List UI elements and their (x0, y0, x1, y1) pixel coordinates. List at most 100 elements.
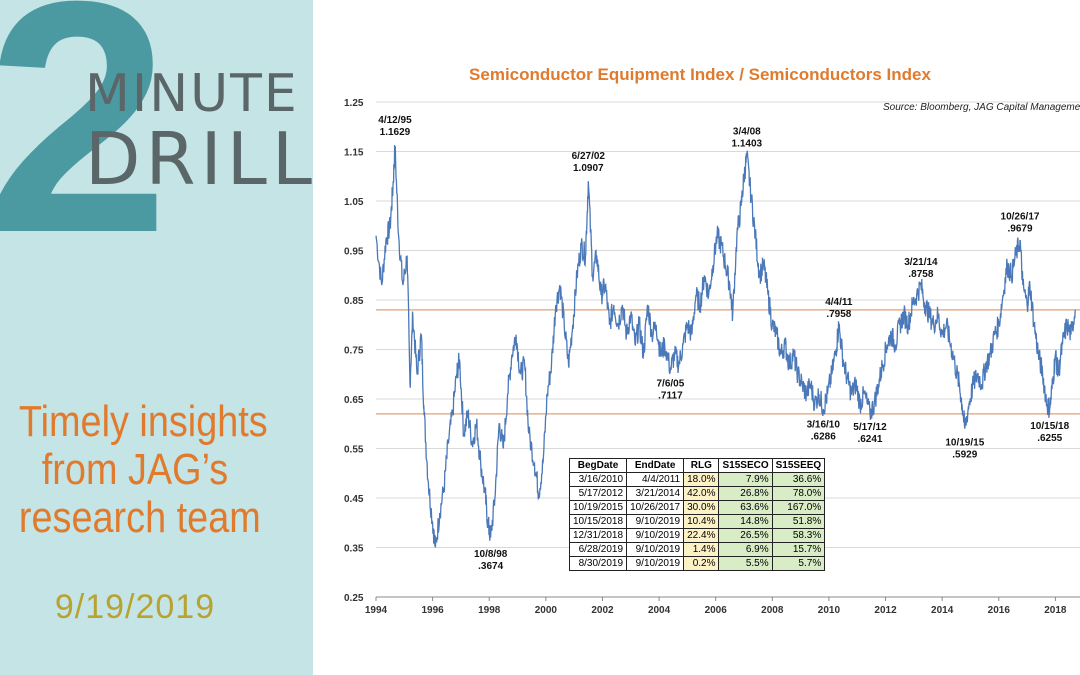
chart-title: Semiconductor Equipment Index / Semicond… (469, 65, 931, 84)
x-tick-label: 2006 (705, 605, 728, 616)
table-cell: 5.5% (718, 556, 773, 571)
annotation-date: 10/8/98 (474, 549, 508, 560)
annotation-value: .3674 (478, 561, 503, 572)
y-tick-label: 0.45 (344, 494, 364, 505)
table-cell: 58.3% (771, 528, 826, 543)
y-tick-label: 1.25 (344, 98, 364, 109)
annotation-value: 1.1629 (380, 127, 411, 138)
table-cell: 167.0% (771, 500, 826, 515)
table-cell: 26.8% (718, 486, 773, 501)
table-cell: 9/10/2019 (626, 542, 685, 557)
chart-plot: 0.25 0.35 0.45 0.55 0.65 0.75 0.85 0.95 1.05 1.15… (344, 98, 1080, 616)
y-tick-label: 0.65 (344, 395, 364, 406)
table-header-cell: BegDate (568, 458, 628, 473)
chart-area: Semiconductor Equipment Index / Semicond… (320, 55, 1080, 675)
table-cell: 42.0% (683, 486, 720, 501)
table-cell: 30.0% (683, 500, 720, 515)
table-row: 6/28/2019 9/10/2019 1.4% 6.9% 15.7% (568, 542, 826, 557)
annotation-date: 10/19/15 (945, 437, 984, 448)
table-cell: 18.0% (683, 472, 720, 487)
table-header-cell: S15SEEQ (771, 458, 826, 473)
y-tick-label: 0.55 (344, 445, 364, 456)
x-tick-label: 2000 (535, 605, 558, 616)
table-cell: 36.6% (771, 472, 826, 487)
chart-source: Source: Bloomberg, JAG Capital Managemen… (883, 102, 1080, 113)
table-cell: 4/4/2011 (626, 472, 685, 487)
table-cell: 3/21/2014 (626, 486, 685, 501)
table-cell: 0.2% (683, 556, 720, 571)
table-cell: 10.4% (683, 514, 720, 529)
returns-table: BegDate EndDate RLG S15SECO S15SEEQ 3/16/201… (568, 458, 826, 571)
table-cell: 22.4% (683, 528, 720, 543)
tagline: Timely insights from JAG’s research team (18, 398, 268, 542)
post-date: 9/19/2019 (54, 588, 216, 626)
table-row: 5/17/2012 3/21/2014 42.0% 26.8% 78.0% (568, 486, 826, 501)
annotation-date: 5/17/12 (853, 422, 887, 433)
annotation-date: 10/26/17 (1001, 212, 1040, 223)
table-cell: 7.9% (718, 472, 773, 487)
annotation-value: .8758 (908, 269, 933, 280)
table-row: 8/30/2019 9/10/2019 0.2% 5.5% 5.7% (568, 556, 826, 571)
annotation-value: .6286 (811, 432, 836, 443)
y-tick-label: 0.25 (344, 593, 364, 604)
annotation-date: 4/12/95 (378, 115, 412, 126)
table-header-cell: EndDate (626, 458, 685, 473)
table-cell: 9/10/2019 (626, 556, 685, 571)
table-cell: 15.7% (771, 542, 826, 557)
annotation-date: 3/16/10 (807, 420, 841, 431)
table-body: 3/16/2010 4/4/2011 18.0% 7.9% 36.6% 5/17/2012… (568, 472, 826, 571)
annotation-date: 3/21/14 (904, 257, 938, 268)
x-tick-label: 2016 (988, 605, 1011, 616)
tagline-line-2: from JAG’s (41, 445, 229, 494)
table-cell: 78.0% (771, 486, 826, 501)
x-tick-label: 2018 (1044, 605, 1067, 616)
table-cell: 26.5% (718, 528, 773, 543)
table-cell: 12/31/2018 (568, 528, 628, 543)
table-cell: 63.6% (718, 500, 773, 515)
table-cell: 8/30/2019 (568, 556, 628, 571)
annotation-date: 6/27/02 (572, 151, 606, 162)
table-cell: 5.7% (771, 556, 826, 571)
tagline-line-3: research team (18, 493, 261, 542)
x-tick-label: 1998 (478, 605, 501, 616)
table-cell: 5/17/2012 (568, 486, 628, 501)
left-branding-panel: 2 MINUTE DRILL Timely insights from JAG’… (0, 0, 313, 675)
table-header-row: BegDate EndDate RLG S15SECO S15SEEQ (568, 458, 826, 473)
table-cell: 9/10/2019 (626, 528, 685, 543)
annotation-value: .6241 (857, 434, 882, 445)
annotation-value: 1.0907 (573, 163, 604, 174)
x-tick-label: 2010 (818, 605, 841, 616)
table-cell: 10/26/2017 (626, 500, 685, 515)
table-cell: 51.8% (771, 514, 826, 529)
annotation-value: .5929 (952, 449, 977, 460)
x-tick-label: 2012 (874, 605, 897, 616)
table-cell: 1.4% (683, 542, 720, 557)
y-tick-label: 0.35 (344, 544, 364, 555)
table-cell: 3/16/2010 (568, 472, 628, 487)
x-tick-label: 1996 (421, 605, 444, 616)
y-tick-label: 1.05 (344, 197, 364, 208)
x-tick-label: 2002 (591, 605, 614, 616)
x-tick-label: 2014 (931, 605, 954, 616)
table-row: 12/31/2018 9/10/2019 22.4% 26.5% 58.3% (568, 528, 826, 543)
table-cell: 10/15/2018 (568, 514, 628, 529)
annotation-date: 10/15/18 (1030, 421, 1069, 432)
x-tick-label: 1994 (365, 605, 388, 616)
table-cell: 6.9% (718, 542, 773, 557)
annotation-value: 1.1403 (732, 138, 763, 149)
table-header-cell: RLG (683, 458, 720, 473)
table-row: 10/15/2018 9/10/2019 10.4% 14.8% 51.8% (568, 514, 826, 529)
series-line (375, 144, 1076, 548)
y-tick-label: 1.15 (344, 148, 364, 159)
annotation-date: 7/6/05 (656, 378, 684, 389)
annotation-value: .7958 (826, 309, 851, 320)
annotation-value: .9679 (1007, 224, 1032, 235)
table-row: 10/19/2015 10/26/2017 30.0% 63.6% 167.0% (568, 500, 826, 515)
table-row: 3/16/2010 4/4/2011 18.0% 7.9% 36.6% (568, 472, 826, 487)
x-tick-label: 2008 (761, 605, 784, 616)
annotation-value: .7117 (658, 390, 683, 401)
x-tick-label: 2004 (648, 605, 671, 616)
big-numeral: 2 (0, 0, 170, 301)
table-cell: 10/19/2015 (568, 500, 628, 515)
y-tick-label: 0.85 (344, 296, 364, 307)
